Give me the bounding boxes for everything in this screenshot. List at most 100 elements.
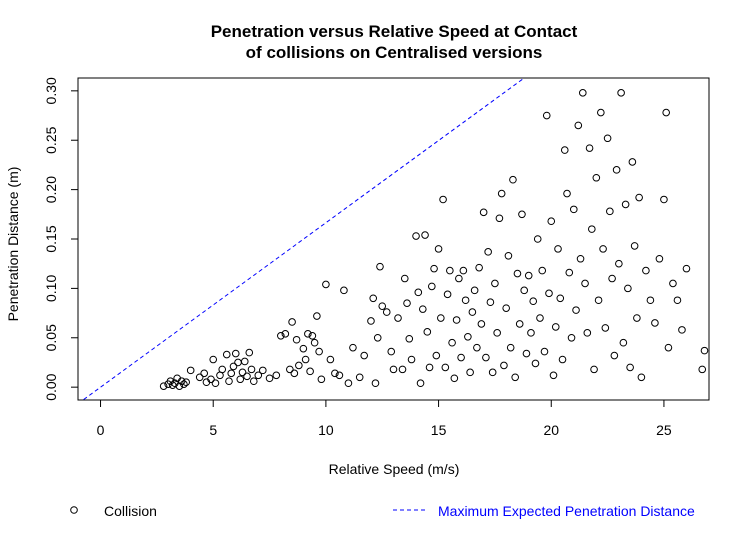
collision-point	[360, 351, 369, 360]
collision-point	[258, 366, 267, 375]
collision-point	[540, 347, 549, 356]
collision-point	[295, 361, 303, 370]
collision-point	[545, 289, 553, 298]
collision-point	[617, 89, 625, 97]
collision-point	[560, 146, 569, 154]
collision-point	[673, 296, 682, 305]
collision-point	[180, 380, 188, 388]
collision-point	[195, 373, 204, 382]
collision-point	[238, 368, 247, 377]
y-tick-label: 0.25	[43, 126, 59, 153]
collision-point	[565, 268, 574, 277]
collision-point	[475, 263, 483, 272]
collision-point	[646, 296, 655, 305]
collision-point	[166, 377, 175, 386]
collision-point	[488, 368, 497, 377]
collision-point	[477, 320, 486, 328]
x-tick-label: 5	[209, 422, 217, 438]
collision-point	[437, 314, 445, 322]
collision-point	[700, 346, 709, 355]
collision-point	[315, 347, 323, 356]
collision-point	[466, 368, 474, 377]
collision-point	[518, 210, 526, 219]
collision-point	[182, 378, 190, 387]
collision-point	[655, 254, 664, 263]
y-tick-label: 0.00	[43, 373, 59, 400]
collision-point	[344, 379, 353, 388]
collision-point	[464, 332, 472, 341]
collision-point	[628, 158, 637, 166]
collision-point	[245, 348, 254, 357]
collision-point	[371, 379, 380, 388]
collision-point	[482, 353, 490, 362]
collision-point	[594, 296, 603, 305]
collision-point	[664, 343, 673, 352]
collision-point	[292, 335, 301, 344]
collision-point	[502, 304, 510, 312]
collision-point	[651, 319, 659, 327]
collision-point	[567, 333, 576, 342]
collision-point	[511, 373, 519, 382]
collision-point	[403, 299, 411, 308]
collision-point	[416, 379, 425, 388]
collision-point	[581, 279, 589, 288]
collision-point	[549, 371, 558, 380]
collision-point	[603, 134, 612, 143]
collision-point	[473, 343, 481, 352]
collision-point	[509, 175, 517, 184]
collision-point	[637, 373, 646, 382]
collision-point	[207, 375, 215, 384]
y-tick-label: 0.15	[43, 225, 59, 252]
collision-point	[583, 329, 592, 337]
x-tick-label: 15	[431, 422, 447, 438]
collision-point	[450, 374, 459, 383]
collision-point	[506, 343, 515, 352]
collision-point	[254, 371, 263, 380]
collision-point	[547, 217, 556, 226]
collision-point	[624, 284, 632, 293]
collision-point	[229, 362, 238, 371]
x-tick-label: 10	[318, 422, 334, 438]
collision-point	[504, 251, 513, 260]
collision-point	[281, 330, 290, 338]
x-tick-label: 20	[543, 422, 559, 438]
collision-point	[159, 382, 168, 390]
collision-point	[612, 166, 621, 174]
collision-point	[306, 367, 314, 376]
collision-point	[585, 144, 594, 152]
collision-point	[308, 331, 317, 340]
collision-point	[678, 326, 686, 334]
collision-point	[554, 245, 562, 253]
collision-point	[633, 314, 641, 322]
collision-point	[313, 312, 321, 320]
collision-point	[432, 351, 441, 360]
collision-point	[558, 355, 567, 364]
collision-point	[698, 365, 707, 374]
collision-point	[290, 369, 299, 378]
collision-point	[234, 358, 242, 367]
collision-point	[601, 324, 610, 332]
chart-title-line-1: Penetration versus Relative Speed at Con…	[211, 22, 578, 41]
collision-point	[491, 279, 499, 288]
collision-point	[662, 108, 670, 117]
collision-point	[389, 365, 398, 374]
collision-point	[590, 365, 598, 374]
collision-point	[430, 264, 438, 273]
collision-point	[414, 288, 423, 297]
collision-point	[538, 266, 547, 275]
collision-point	[209, 355, 218, 364]
collision-point	[513, 269, 522, 278]
collision-point	[425, 363, 434, 372]
collision-point	[367, 317, 375, 325]
collision-point	[322, 280, 330, 289]
collision-point	[272, 371, 281, 380]
collision-point	[579, 89, 587, 97]
collision-point	[533, 235, 542, 243]
collision-point	[301, 355, 310, 364]
legend-collision-label: Collision	[104, 503, 157, 519]
x-tick-label: 0	[97, 422, 105, 438]
collision-point	[484, 248, 492, 256]
collision-point	[376, 262, 384, 271]
collision-point	[660, 195, 668, 204]
